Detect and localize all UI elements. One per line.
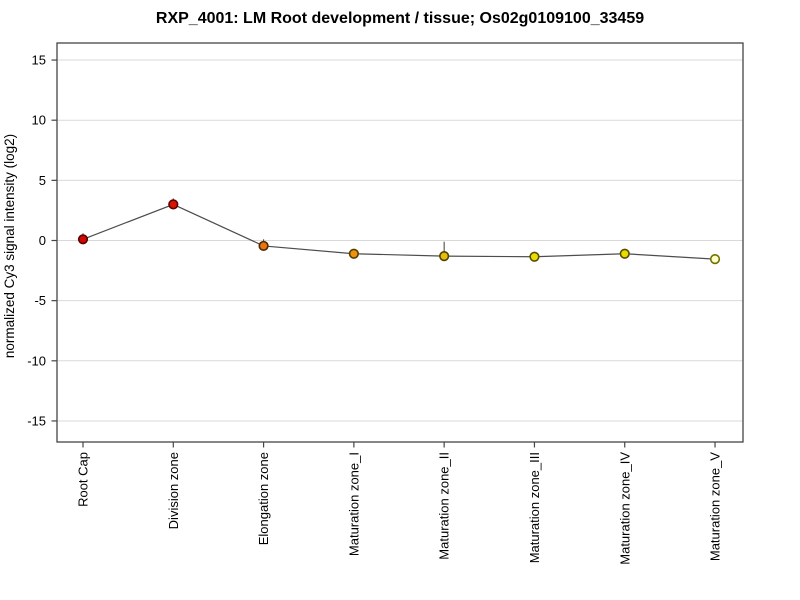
data-point-marker — [709, 254, 721, 265]
y-tick-label: -5 — [34, 293, 46, 308]
plot-frame — [56, 42, 744, 443]
y-tick-label: -10 — [27, 353, 46, 368]
data-point-marker — [439, 251, 450, 262]
series-line — [82, 203, 716, 260]
x-tick-label: Maturation zone_V — [708, 452, 723, 561]
y-axis-title: normalized Cy3 signal intensity (log2) — [2, 134, 17, 358]
y-tick-label: 10 — [32, 113, 46, 128]
data-point-marker — [258, 240, 269, 252]
x-tick-label: Root Cap — [76, 452, 91, 507]
data-point-marker — [529, 251, 540, 262]
x-tick-label: Maturation zone_II — [437, 452, 452, 560]
y-tick-label: 15 — [32, 53, 46, 68]
data-point-marker — [77, 234, 89, 245]
y-tick-label: -15 — [27, 413, 46, 428]
x-tick-label: Division zone — [166, 452, 181, 529]
y-tick-label: 5 — [39, 173, 46, 188]
x-tick-label: Maturation zone_I — [346, 452, 361, 556]
x-tick-label: Maturation zone_IV — [617, 452, 632, 565]
chart-title: RXP_4001: LM Root development / tissue; … — [155, 10, 645, 27]
y-tick-label: 0 — [39, 233, 46, 248]
data-point-marker — [619, 248, 630, 259]
data-point-marker — [348, 248, 359, 259]
data-point-marker — [168, 199, 179, 210]
x-tick-label: Elongation zone — [256, 452, 271, 545]
x-tick-label: Maturation zone_III — [527, 452, 542, 563]
plot-area: -15 -10 -5 0 5 10 15 Root Cap Division zone Elong… — [27, 42, 744, 565]
